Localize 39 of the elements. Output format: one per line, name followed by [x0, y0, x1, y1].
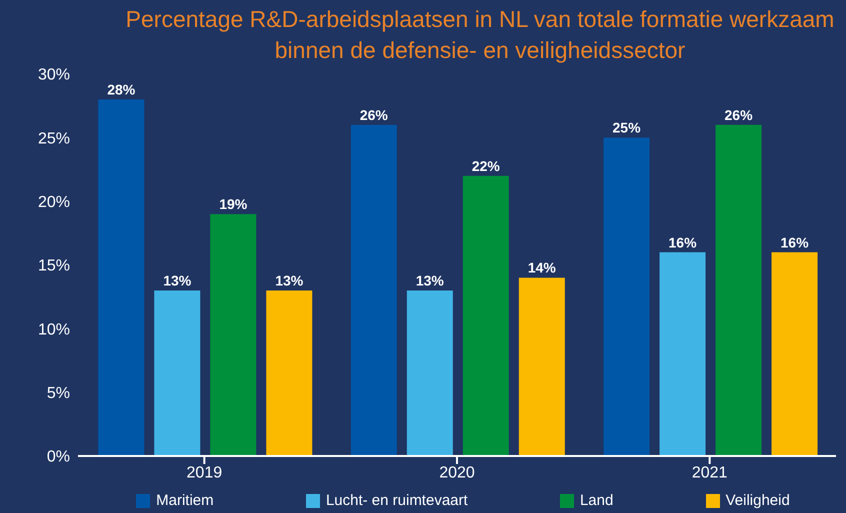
bar — [660, 252, 706, 456]
y-tick-label: 30% — [38, 66, 70, 84]
bar — [98, 99, 144, 456]
bar — [154, 290, 200, 456]
data-label: 13% — [163, 272, 192, 288]
bar — [462, 176, 509, 456]
data-label: 22% — [472, 158, 500, 174]
x-tick-label: 2021 — [692, 464, 728, 482]
data-label: 13% — [416, 272, 444, 288]
bar — [716, 124, 762, 456]
y-tick-label: 0% — [46, 448, 70, 466]
bar — [266, 290, 312, 456]
data-label: 16% — [780, 234, 810, 250]
bar — [772, 252, 818, 456]
y-tick-label: 15% — [38, 258, 70, 275]
legend-label: Land — [580, 492, 614, 509]
bar — [210, 214, 256, 456]
data-label: 26% — [724, 106, 754, 123]
x-tick-label: 2020 — [439, 464, 475, 482]
y-tick-label: 20% — [38, 194, 70, 212]
data-label: 16% — [668, 234, 698, 250]
data-label: 13% — [275, 272, 304, 288]
x-tick-label: 2019 — [186, 464, 222, 482]
data-label: 28% — [107, 81, 136, 98]
data-label: 25% — [612, 120, 642, 136]
bar — [406, 290, 453, 456]
data-label: 14% — [528, 260, 556, 276]
bar — [350, 124, 397, 456]
bar — [604, 138, 650, 456]
y-tick-label: 25% — [38, 130, 70, 148]
legend-label: Veiligheid — [726, 492, 790, 509]
chart-title: Percentage R&D-arbeidsplaatsen in NL van totale formatie werkzaam binnen de defensie- en veiligheidssector — [124, 5, 836, 65]
data-label: 19% — [219, 196, 248, 212]
bar — [518, 278, 565, 456]
legend-label: Lucht- en ruimtevaart — [326, 492, 468, 509]
y-tick-label: 5% — [46, 385, 70, 402]
y-tick-label: 10% — [38, 321, 70, 338]
legend-label: Maritiem — [156, 492, 214, 509]
data-label: 26% — [360, 106, 388, 123]
